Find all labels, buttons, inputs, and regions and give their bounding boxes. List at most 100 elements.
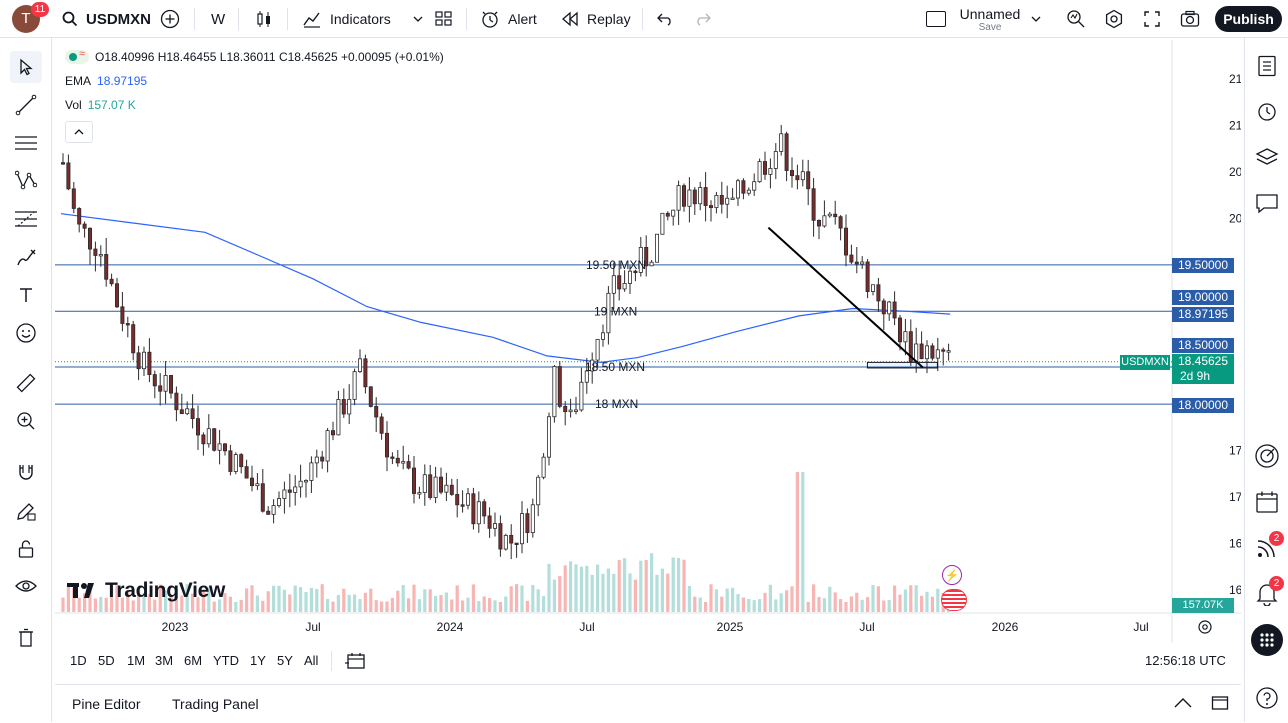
- candle: [519, 513, 524, 545]
- volume-bar: [704, 601, 708, 612]
- trend-line-tool[interactable]: [10, 89, 42, 121]
- range-5d[interactable]: 5D: [98, 653, 115, 668]
- expand-panel-button[interactable]: [1174, 697, 1192, 709]
- volume-bar: [164, 590, 168, 612]
- alert-button[interactable]: Alert: [480, 0, 537, 38]
- volume-bar: [72, 587, 76, 612]
- undo-button[interactable]: [656, 0, 674, 38]
- divider: [642, 8, 643, 30]
- quick-search-button[interactable]: [1066, 0, 1086, 38]
- ohlc-legend: ≈ O18.40996 H18.46455 L18.36011 C18.4562…: [65, 48, 444, 64]
- volume-bar: [833, 592, 837, 612]
- layout-name-button[interactable]: Unnamed Save: [958, 6, 1022, 33]
- range-1m[interactable]: 1M: [127, 653, 146, 668]
- status-indicator[interactable]: ≈: [65, 48, 89, 64]
- alerts-panel-button[interactable]: [1249, 93, 1285, 129]
- price-tick-label: 21.50000: [1229, 72, 1241, 86]
- redo-button[interactable]: [694, 0, 712, 38]
- range-6m[interactable]: 6M: [184, 653, 203, 668]
- maximize-panel-button[interactable]: [1211, 695, 1229, 711]
- range-5y[interactable]: 5Y: [277, 653, 293, 668]
- layout-icon: [926, 11, 946, 27]
- publish-button[interactable]: Publish: [1215, 6, 1282, 32]
- ema-legend[interactable]: EMA 18.97195: [65, 74, 147, 88]
- replay-button[interactable]: Replay: [561, 0, 631, 38]
- range-ytd[interactable]: YTD: [213, 653, 239, 668]
- templates-button[interactable]: [434, 0, 454, 38]
- price-chart[interactable]: 19.50 MXN 19 MXN 18.50 MXN 18 MXN 21.50000 2…: [55, 40, 1241, 643]
- candle: [136, 352, 141, 370]
- chart-pane[interactable]: 19.50 MXN 19 MXN 18.50 MXN 18 MXN 21.50000 2…: [55, 40, 1241, 682]
- range-3m[interactable]: 3M: [155, 653, 174, 668]
- brush-tool[interactable]: [10, 241, 42, 273]
- draw-mode-tool[interactable]: [10, 495, 42, 527]
- ideas-stream-button[interactable]: [1249, 530, 1285, 566]
- volume-bar: [822, 598, 826, 612]
- level-label: 19 MXN: [594, 304, 637, 318]
- range-1d[interactable]: 1D: [70, 653, 87, 668]
- pattern-tool[interactable]: [10, 164, 42, 196]
- candle: [574, 409, 579, 412]
- volume-legend[interactable]: Vol 157.07 K: [65, 98, 136, 112]
- cursor-tool[interactable]: [10, 51, 42, 83]
- text-tool[interactable]: [10, 279, 42, 311]
- layout-select-checkbox[interactable]: [926, 0, 946, 38]
- lock-tool[interactable]: [10, 533, 42, 565]
- volume-bar: [898, 594, 902, 612]
- snapshot-button[interactable]: [1180, 0, 1200, 38]
- candle: [498, 523, 503, 550]
- candle: [303, 480, 308, 483]
- magnet-tool[interactable]: [10, 456, 42, 488]
- chart-type-button[interactable]: [255, 0, 273, 38]
- lightning-event-icon[interactable]: ⚡: [942, 565, 962, 585]
- compare-button[interactable]: [160, 0, 180, 38]
- trading-panel-tab[interactable]: Trading Panel: [172, 696, 259, 712]
- collapse-legend-button[interactable]: [65, 121, 93, 143]
- candle: [152, 374, 157, 387]
- candle: [638, 247, 643, 273]
- layout-menu-button[interactable]: [1031, 0, 1041, 38]
- volume-bar: [747, 598, 751, 612]
- chats-button[interactable]: [1249, 185, 1285, 221]
- indicators-button[interactable]: Indicators: [302, 0, 423, 38]
- candle: [293, 486, 298, 493]
- pine-editor-tab[interactable]: Pine Editor: [72, 696, 141, 712]
- ruler-tool[interactable]: [10, 367, 42, 399]
- visibility-tool[interactable]: [10, 570, 42, 602]
- candle: [271, 505, 276, 515]
- technicals-button[interactable]: [1249, 438, 1285, 474]
- object-tree-button[interactable]: [1249, 139, 1285, 175]
- zoom-tool[interactable]: [10, 405, 42, 437]
- emoji-tool[interactable]: [10, 317, 42, 349]
- range-all[interactable]: All: [304, 653, 319, 668]
- price-tick-label: 20.00000: [1229, 211, 1241, 225]
- volume-bar: [423, 589, 427, 612]
- horizontal-lines-icon: [14, 133, 38, 153]
- settings-button[interactable]: [1104, 0, 1124, 38]
- calendar-button[interactable]: [1249, 484, 1285, 520]
- clock[interactable]: 12:56:18 UTC: [1145, 653, 1226, 668]
- range-1y[interactable]: 1Y: [250, 653, 266, 668]
- candle: [552, 366, 557, 418]
- horizontal-lines-tool[interactable]: [10, 127, 42, 159]
- fib-tool[interactable]: [10, 203, 42, 235]
- remove-drawings-tool[interactable]: [10, 622, 42, 654]
- interval-button[interactable]: W: [211, 10, 226, 28]
- right-sidebar: 2 2: [1244, 38, 1288, 722]
- help-button[interactable]: [1249, 680, 1285, 716]
- fullscreen-button[interactable]: [1143, 0, 1161, 38]
- date-range-button[interactable]: [345, 652, 367, 670]
- products-button[interactable]: [1249, 622, 1285, 658]
- candle: [298, 480, 303, 488]
- candle: [768, 168, 773, 175]
- us-flag-event-icon[interactable]: [941, 589, 967, 611]
- symbol-search[interactable]: USDMXN: [62, 0, 151, 38]
- candle: [249, 477, 254, 487]
- candle: [422, 474, 427, 494]
- volume-bar: [110, 588, 114, 612]
- candle: [617, 275, 622, 290]
- watchlist-button[interactable]: [1249, 48, 1285, 84]
- candle: [276, 498, 281, 506]
- axis-settings-button[interactable]: [1197, 619, 1213, 635]
- candle: [730, 197, 735, 200]
